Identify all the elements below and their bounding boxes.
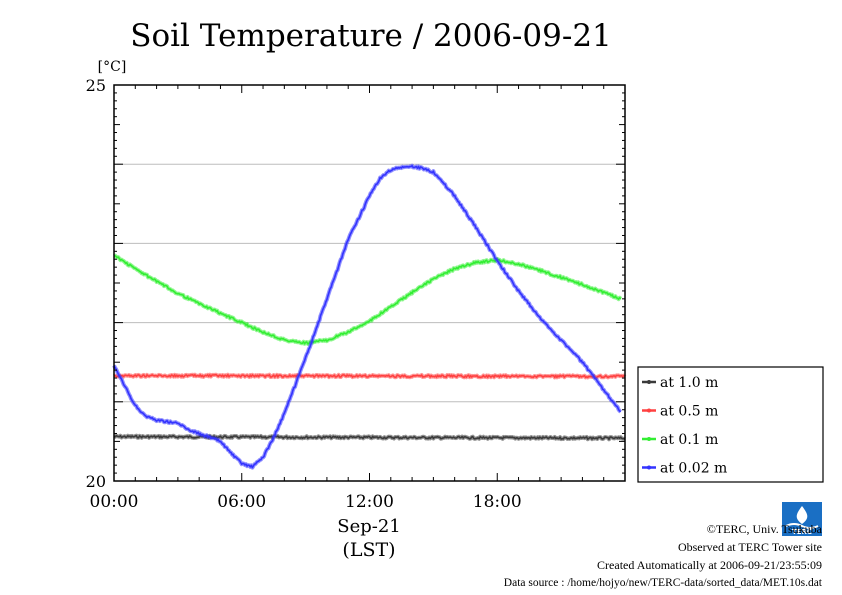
legend-label: at 0.1 m <box>660 432 718 448</box>
x-axis-date-label: Sep-21 <box>337 516 401 537</box>
legend-label: at 1.0 m <box>660 375 718 391</box>
chart-title: Soil Temperature / 2006-09-21 <box>130 18 612 54</box>
series-line <box>113 434 626 441</box>
logo-text: TERC <box>792 528 812 536</box>
series-line <box>113 254 622 345</box>
y-tick-label: 25 <box>86 76 106 95</box>
x-tick-label: 06:00 <box>217 492 266 512</box>
created-timestamp-text: Created Automatically at 2006-09-21/23:5… <box>597 558 822 572</box>
legend-label: at 0.5 m <box>660 404 718 420</box>
x-tick-label: 00:00 <box>90 492 139 512</box>
legend-box <box>637 366 824 483</box>
y-tick-label: 20 <box>86 472 106 491</box>
plot-frame <box>113 84 626 482</box>
legend-marker <box>647 408 651 413</box>
data-source-text: Data source : /home/hojyo/new/TERC-data/… <box>503 577 822 589</box>
legend-marker <box>647 465 651 470</box>
observation-site-text: Observed at TERC Tower site <box>677 540 822 554</box>
terc-logo-icon: TERC <box>782 502 822 536</box>
legend-entry: at 0.1 m <box>642 432 718 448</box>
y-axis-unit-label: [°C] <box>98 59 127 75</box>
series-line <box>113 373 626 379</box>
data-lines <box>112 163 627 470</box>
grid-lines <box>114 163 625 403</box>
copyright-text: ©TERC, Univ. Tsukuba <box>706 522 822 536</box>
legend: at 1.0 m at 0.5 m at 0.1 m at 0.02 m <box>637 366 824 483</box>
x-tick-label: 18:00 <box>473 492 522 512</box>
legend-entry: at 0.02 m <box>642 461 727 477</box>
legend-label: at 0.02 m <box>660 461 727 477</box>
legend-marker <box>647 380 651 384</box>
x-axis-timezone-label: (LST) <box>342 539 395 561</box>
credits-block: ©TERC, Univ. Tsukuba Observed at TERC To… <box>504 520 822 592</box>
series-line <box>113 164 622 469</box>
legend-marker <box>647 437 651 441</box>
axis-ticks <box>113 84 626 482</box>
legend-entry: at 1.0 m <box>642 375 718 391</box>
series-line-halo <box>113 253 623 346</box>
legend-entry: at 0.5 m <box>642 404 718 420</box>
x-tick-label: 12:00 <box>345 492 394 512</box>
series-line-halo <box>112 163 622 470</box>
